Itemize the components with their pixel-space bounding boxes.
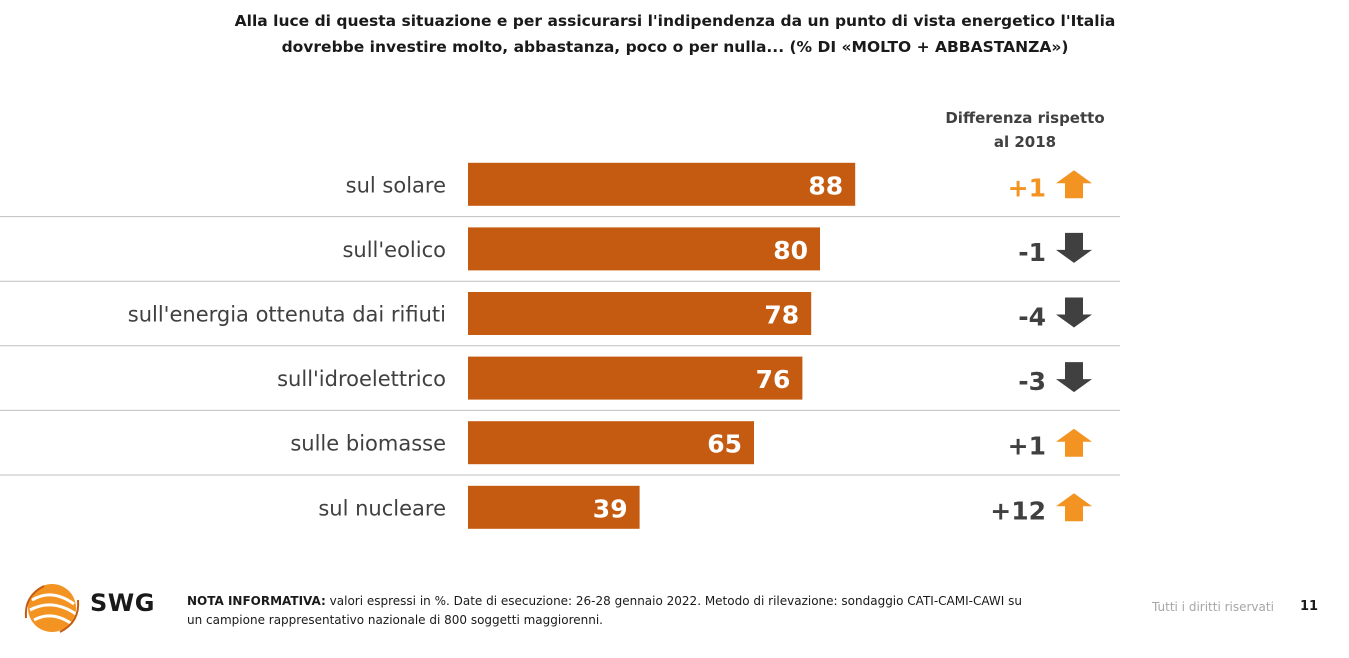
value-label: 88 <box>808 171 843 200</box>
category-label: sull'energia ottenuta dai rifiuti <box>128 303 446 327</box>
value-label: 78 <box>764 301 799 330</box>
value-label: 76 <box>756 365 791 394</box>
difference-header-line-2: al 2018 <box>993 133 1057 151</box>
difference-label: -4 <box>1018 303 1046 332</box>
logo-text: SWG <box>90 589 155 617</box>
swg-logo-icon <box>24 584 80 633</box>
bar <box>468 162 856 206</box>
chart-title: Alla luce di questa situazione e per ass… <box>180 8 1170 60</box>
bar <box>468 485 640 529</box>
page-number: 11 <box>1300 599 1319 614</box>
rights-text: Tutti i diritti riservati <box>1152 600 1274 614</box>
difference-label: +12 <box>990 496 1046 525</box>
note-text: valori espressi in %. Date di esecuzione… <box>325 594 1022 608</box>
difference-header-line-1: Differenza rispetto <box>945 109 1105 127</box>
title-line-1: Alla luce di questa situazione e per ass… <box>234 12 1116 30</box>
value-label: 80 <box>773 236 808 265</box>
bar-chart: sul solare 88 +1 sull'eolico 80 -1 sull'energi… <box>0 162 1120 529</box>
difference-label: +1 <box>1008 173 1046 202</box>
bar <box>468 421 754 465</box>
arrow-down-icon <box>1056 297 1092 328</box>
category-label: sull'eolico <box>342 238 446 262</box>
note-label: NOTA INFORMATIVA: <box>187 594 326 608</box>
title-line-2: dovrebbe investire molto, abbastanza, po… <box>281 38 1069 56</box>
category-label: sul nucleare <box>318 496 446 520</box>
footer-note: NOTA INFORMATIVA: valori espressi in %. … <box>187 592 1067 630</box>
bar <box>468 292 812 335</box>
category-label: sulle biomasse <box>290 432 446 456</box>
difference-label: -1 <box>1018 238 1046 267</box>
arrow-up-icon <box>1056 428 1092 457</box>
bar <box>468 356 803 400</box>
arrow-up-icon <box>1056 493 1092 522</box>
category-label: sul solare <box>346 173 446 197</box>
difference-header: Differenza rispetto al 2018 <box>930 106 1120 154</box>
arrow-down-icon <box>1056 232 1092 263</box>
value-label: 39 <box>593 494 628 523</box>
note-text-2: un campione rappresentativo nazionale di… <box>187 613 603 627</box>
arrow-down-icon <box>1056 362 1092 393</box>
arrow-up-icon <box>1056 170 1092 199</box>
difference-label: -3 <box>1018 367 1046 396</box>
value-label: 65 <box>707 430 742 459</box>
difference-label: +1 <box>1008 432 1046 461</box>
bar <box>468 227 820 271</box>
category-label: sull'idroelettrico <box>277 367 446 391</box>
